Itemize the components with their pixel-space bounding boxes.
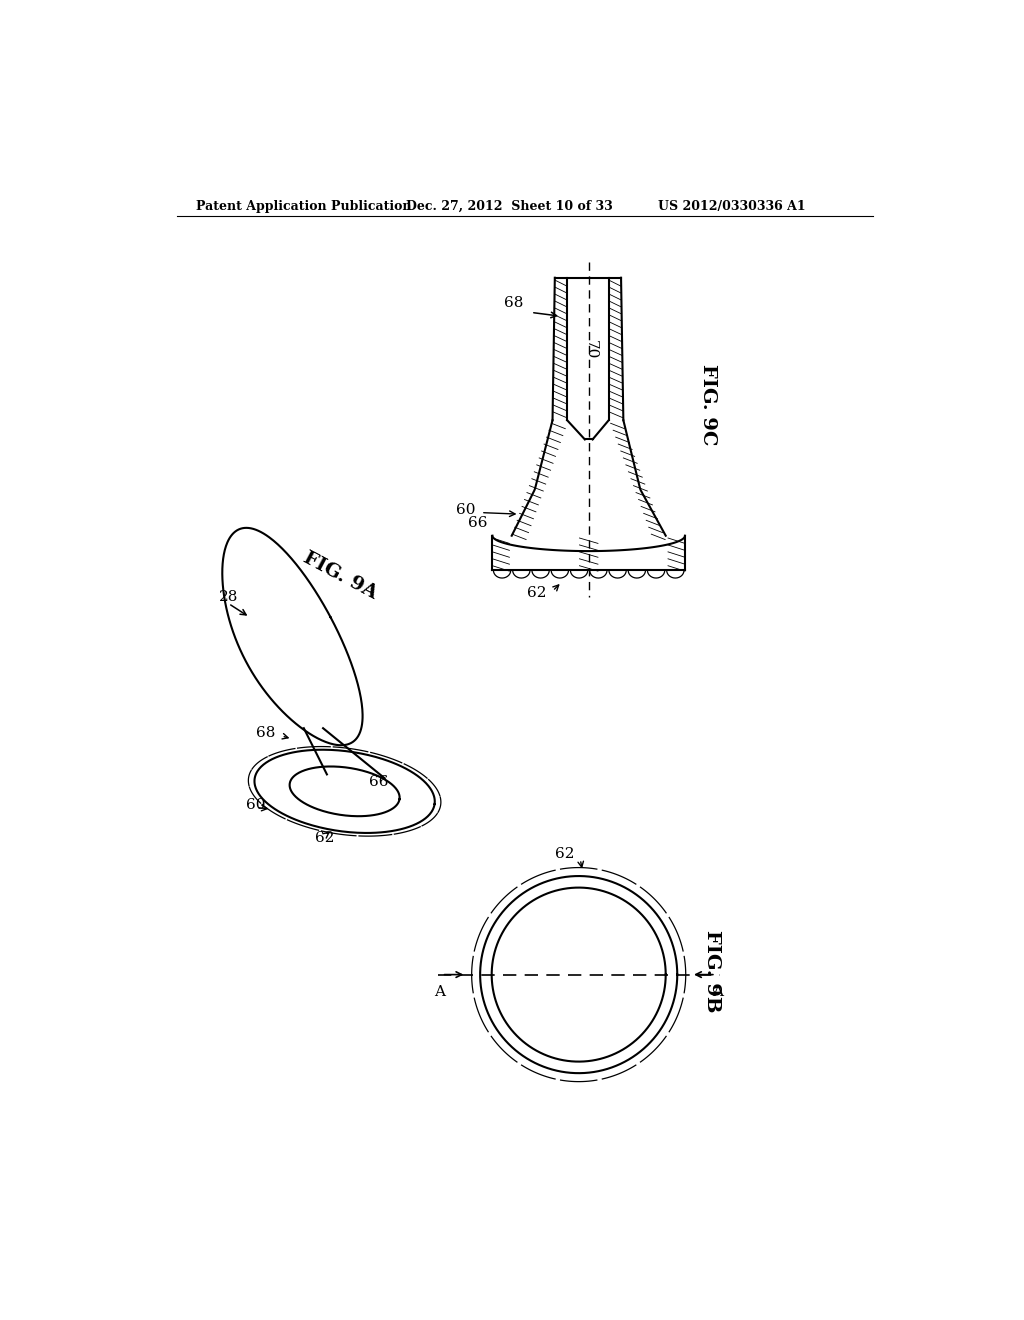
Text: A: A [434, 985, 444, 998]
Text: 28: 28 [219, 590, 239, 605]
Text: 66: 66 [370, 775, 389, 789]
Text: FIG. 9C: FIG. 9C [699, 364, 717, 446]
Text: 70: 70 [584, 339, 597, 359]
Text: Dec. 27, 2012  Sheet 10 of 33: Dec. 27, 2012 Sheet 10 of 33 [407, 199, 613, 213]
Text: 62: 62 [555, 847, 574, 862]
Text: Patent Application Publication: Patent Application Publication [196, 199, 412, 213]
Text: 68: 68 [504, 296, 523, 310]
Text: 66: 66 [468, 516, 487, 529]
Text: US 2012/0330336 A1: US 2012/0330336 A1 [658, 199, 806, 213]
Text: FIG. 9A: FIG. 9A [300, 549, 380, 603]
Text: 60: 60 [456, 503, 475, 516]
Text: A: A [713, 985, 724, 998]
Text: 62: 62 [315, 830, 335, 845]
Text: 60: 60 [246, 799, 265, 812]
Text: 62: 62 [527, 586, 547, 601]
Text: 68: 68 [256, 726, 275, 739]
Text: FIG. 9B: FIG. 9B [702, 929, 721, 1012]
